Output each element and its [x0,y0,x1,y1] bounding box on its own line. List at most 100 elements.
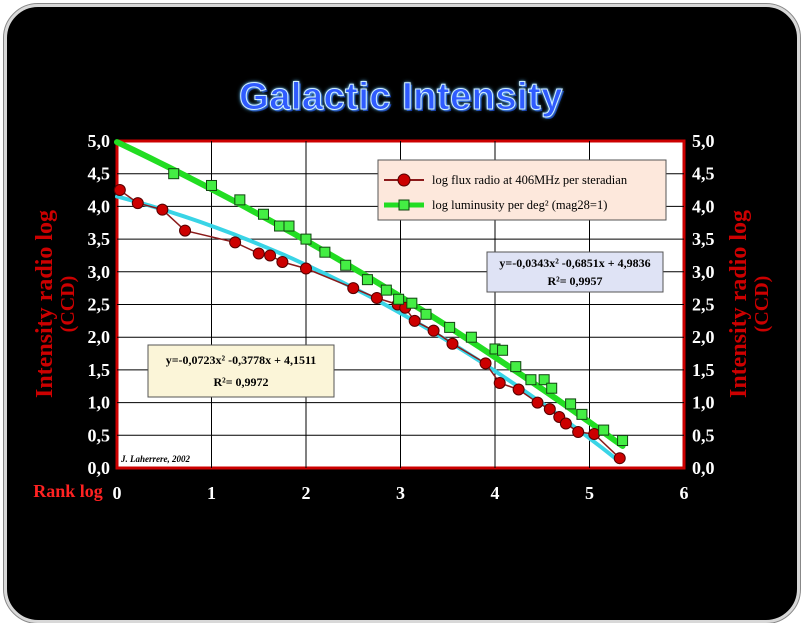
y-tick-label-left: 2,5 [88,295,111,315]
data-point-radio [347,282,360,295]
data-point-radio [512,383,525,396]
y-tick-label-left: 0,5 [88,425,111,445]
data-point-radio [113,184,126,197]
data-markers [113,168,629,465]
y-tick-label-left: 4,5 [88,164,111,184]
x-tick-label: 0 [113,483,122,503]
y-tick-label-right: 0,5 [692,425,715,445]
data-point-luminosity [538,374,550,386]
data-point-luminosity [497,344,509,356]
y-tick-label-right: 0,0 [692,458,715,478]
data-point-radio [446,337,459,350]
y-tick-label-left: 3,0 [88,262,111,282]
y-tick-label-right: 3,5 [692,229,715,249]
legend-label-radio: log flux radio at 406MHz per steradian [432,173,628,187]
x-tick-label: 3 [396,483,405,503]
y-axis-label-left-main: Intensity radio log [32,210,58,398]
fit-box-luminosity [486,251,664,293]
y-tick-label-left: 1,5 [88,360,111,380]
data-point-luminosity [168,168,180,180]
x-tick-label: 1 [207,483,216,503]
y-tick-label-right: 4,0 [692,196,715,216]
data-point-luminosity [257,208,269,220]
y-axis-label-left: Intensity radio log (CCD) [32,210,79,398]
data-point-radio [479,357,492,370]
data-point-radio [131,197,144,210]
x-tick-label: 2 [302,483,311,503]
data-point-radio [252,247,265,260]
data-point-radio [613,452,626,465]
data-point-luminosity [274,220,286,232]
y-tick-label-left: 4,0 [88,196,111,216]
data-point-luminosity [444,321,456,333]
fit-equation-radio-text: y=-0,0723x² -0,3778x + 4,1511 [166,353,317,367]
data-point-radio [179,224,192,237]
data-point-radio [588,427,601,440]
data-point-luminosity [546,382,558,394]
data-point-luminosity [510,361,522,373]
data-point-luminosity [525,374,537,386]
x-tick-label: 4 [491,483,500,503]
data-point-luminosity [380,284,392,296]
y-tick-label-right: 1,0 [692,393,715,413]
fit-equation-luminosity: y=-0,0343x² -0,6851x + 4,9836 R²= 0,9957 [486,251,664,293]
data-point-luminosity [465,331,477,343]
data-point-luminosity [598,424,610,436]
y-tick-label-right: 4,5 [692,164,715,184]
y-axis-label-right-sub: (CCD) [751,276,773,333]
fit-r2-radio-text: R²= 0,9972 [213,375,268,389]
data-point-radio [543,403,556,416]
y-tick-label-right: 1,5 [692,360,715,380]
data-point-radio [493,376,506,389]
y-tick-label-left: 5,0 [88,131,111,151]
data-point-radio [229,236,242,249]
y-axis-label-left-sub: (CCD) [57,276,79,333]
data-point-luminosity [319,246,331,258]
data-point-radio [572,426,585,439]
y-tick-label-left: 1,0 [88,393,111,413]
data-point-radio [408,314,421,327]
data-point-luminosity [617,435,629,447]
y-tick-label-right: 2,0 [692,327,715,347]
legend: log flux radio at 406MHz per steradian l… [377,159,667,221]
y-tick-label-right: 3,0 [692,262,715,282]
y-tick-label-left: 0,0 [88,458,111,478]
data-point-radio [264,249,277,262]
legend-marker-radio [397,173,411,187]
fit-equation-luminosity-text: y=-0,0343x² -0,6851x + 4,9836 [499,256,650,270]
x-axis-label: Rank log [33,481,103,501]
legend-label-luminosity: log luminusity per deg² (mag28=1) [432,198,607,212]
data-point-radio [276,255,289,268]
x-tick-label: 5 [585,483,594,503]
data-point-luminosity [406,297,418,309]
data-point-luminosity [206,179,217,191]
data-point-luminosity [393,293,405,305]
y-tick-label-right: 2,5 [692,295,715,315]
data-point-luminosity [283,220,295,232]
x-tick-label: 6 [680,483,689,503]
data-point-radio [156,203,169,216]
legend-box [377,159,667,221]
data-point-luminosity [340,259,352,271]
data-point-radio [427,324,440,337]
data-point-luminosity [420,308,432,320]
data-point-luminosity [361,274,373,286]
fit-r2-luminosity-text: R²= 0,9957 [547,274,602,288]
data-point-luminosity [300,233,312,245]
data-point-luminosity [565,398,577,410]
data-point-radio [531,396,544,409]
y-tick-labels-right: 0,0 0,5 1,0 1,5 2,0 2,5 3,0 3,5 4,0 4,5 5,0 [692,131,715,478]
legend-marker-luminosity [398,199,410,211]
data-point-luminosity [576,408,588,420]
fit-equation-radio: y=-0,0723x² -0,3778x + 4,1511 R²= 0,9972 [147,344,335,398]
author-annotation: J. Laherrere, 2002 [120,454,190,464]
y-axis-label-right-main: Intensity radio log [726,210,752,398]
y-tick-label-right: 5,0 [692,131,715,151]
data-point-radio [559,417,572,430]
y-axis-label-right: Intensity radio log (CCD) [726,210,773,398]
y-tick-label-left: 2,0 [88,327,111,347]
chart-title: Galactic Intensity [239,76,563,119]
x-tick-labels: 0 1 2 3 4 5 6 [113,483,689,503]
data-point-radio [370,291,383,304]
